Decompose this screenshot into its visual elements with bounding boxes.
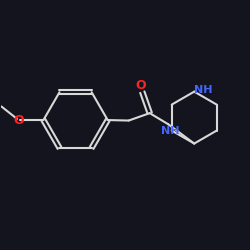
Text: NH: NH xyxy=(194,86,213,96)
Text: NH: NH xyxy=(162,126,180,136)
Text: O: O xyxy=(14,114,24,126)
Text: O: O xyxy=(136,80,146,92)
